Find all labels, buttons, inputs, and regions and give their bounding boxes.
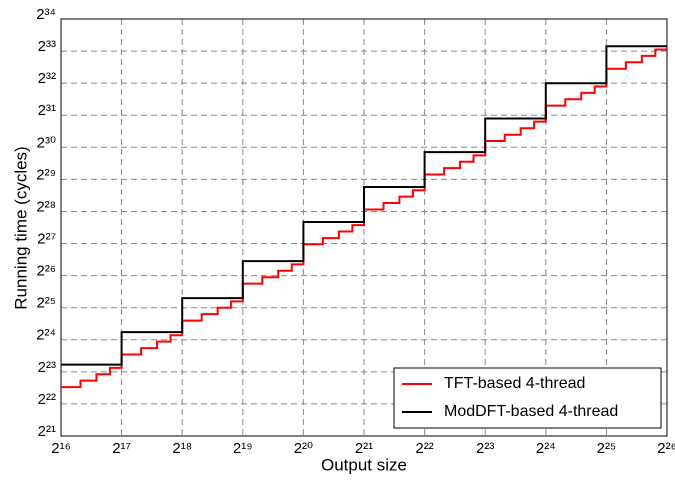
x-tick-label: 2¹⁸	[172, 440, 192, 457]
y-tick-label: 2²⁸	[36, 198, 56, 215]
y-tick-label: 2²⁹	[36, 166, 56, 183]
x-tick-label: 2²⁰	[294, 440, 313, 457]
x-tick-label: 2²⁴	[536, 440, 556, 457]
y-tick-label: 2²⁵	[36, 295, 56, 312]
y-axis-label: Running time (cycles)	[11, 146, 30, 309]
legend-box	[393, 367, 662, 429]
x-tick-label: 2²⁶	[657, 440, 675, 457]
y-tick-label: 2³²	[38, 70, 56, 87]
y-tick-label: 2²⁴	[36, 327, 56, 344]
y-tick-label: 2²²	[38, 391, 56, 408]
x-tick-label: 2¹⁷	[112, 440, 131, 457]
x-tick-label: 2²²	[415, 440, 433, 457]
legend-label: TFT-based 4-thread	[444, 375, 585, 392]
series-line	[61, 45, 667, 366]
x-tick-label: 2²¹	[355, 440, 373, 457]
legend-label: ModDFT-based 4-thread	[444, 403, 618, 420]
x-tick-label: 2¹⁶	[51, 440, 71, 457]
y-tick-label: 2²⁷	[37, 231, 56, 248]
y-tick-label: 2³⁴	[36, 6, 56, 23]
y-tick-label: 2²³	[38, 359, 56, 376]
y-tick-label: 2³³	[38, 38, 56, 55]
y-tick-label: 2³⁰	[37, 134, 56, 151]
x-axis-label: Output size	[321, 455, 407, 474]
x-tick-label: 2²⁵	[597, 440, 617, 457]
x-tick-label: 2¹⁹	[233, 440, 253, 457]
plot-frame	[60, 18, 668, 437]
y-tick-label: 2²⁶	[36, 263, 56, 280]
x-tick-label: 2²³	[476, 440, 494, 457]
y-tick-label: 2²¹	[38, 423, 56, 440]
y-tick-label: 2³¹	[38, 102, 56, 119]
